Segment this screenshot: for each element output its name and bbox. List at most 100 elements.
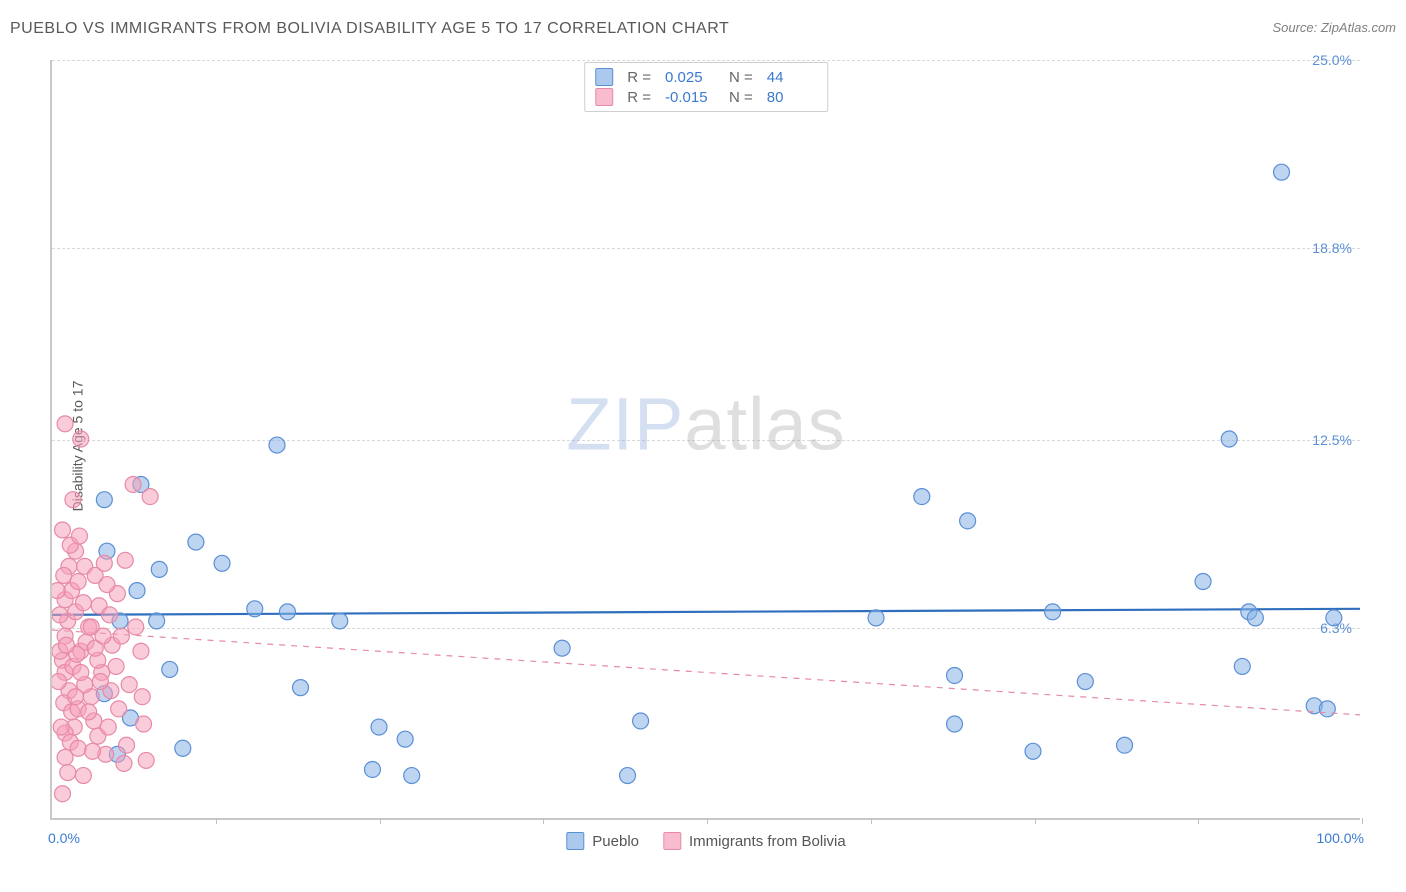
x-tick <box>216 818 217 824</box>
data-point <box>113 628 129 644</box>
data-point <box>129 583 145 599</box>
data-point <box>960 513 976 529</box>
legend-swatch <box>663 832 681 850</box>
data-point <box>70 574 86 590</box>
scatter-svg <box>52 60 1360 818</box>
data-point <box>1274 164 1290 180</box>
data-point <box>58 637 74 653</box>
data-point <box>162 661 178 677</box>
data-point <box>121 677 137 693</box>
n-value: 44 <box>767 69 817 86</box>
source-credit: Source: ZipAtlas.com <box>1272 20 1396 35</box>
data-point <box>332 613 348 629</box>
data-point <box>119 737 135 753</box>
data-point <box>633 713 649 729</box>
x-axis-max-label: 100.0% <box>1317 830 1364 846</box>
data-point <box>136 716 152 732</box>
x-tick <box>543 818 544 824</box>
data-point <box>96 492 112 508</box>
x-axis-min-label: 0.0% <box>48 830 80 846</box>
data-point <box>151 561 167 577</box>
legend-label: Pueblo <box>592 833 639 850</box>
data-point <box>1319 701 1335 717</box>
data-point <box>1234 658 1250 674</box>
data-point <box>279 604 295 620</box>
legend-swatch <box>595 68 613 86</box>
data-point <box>57 749 73 765</box>
data-point <box>1326 610 1342 626</box>
legend-row: R = 0.025 N = 44 <box>595 67 817 87</box>
data-point <box>175 740 191 756</box>
data-point <box>554 640 570 656</box>
data-point <box>269 437 285 453</box>
data-point <box>71 528 87 544</box>
data-point <box>73 664 89 680</box>
data-point <box>52 607 68 623</box>
legend-swatch <box>595 88 613 106</box>
correlation-legend: R = 0.025 N = 44 R = -0.015 N = 80 <box>584 62 828 112</box>
data-point <box>54 786 70 802</box>
data-point <box>947 668 963 684</box>
chart-plot-area: ZIPatlas R = 0.025N =44R =-0.015N =80 Pu… <box>50 60 1360 820</box>
data-point <box>92 674 108 690</box>
data-point <box>54 522 70 538</box>
chart-header: PUEBLO VS IMMIGRANTS FROM BOLIVIA DISABI… <box>10 20 1396 38</box>
data-point <box>53 719 69 735</box>
data-point <box>364 762 380 778</box>
data-point <box>293 680 309 696</box>
data-point <box>102 607 118 623</box>
data-point <box>1077 674 1093 690</box>
r-label: R = <box>627 69 651 86</box>
data-point <box>371 719 387 735</box>
data-point <box>52 583 65 599</box>
data-point <box>133 643 149 659</box>
data-point <box>99 577 115 593</box>
data-point <box>134 689 150 705</box>
r-value: 0.025 <box>665 69 715 86</box>
r-value: -0.015 <box>665 89 715 106</box>
chart-title: PUEBLO VS IMMIGRANTS FROM BOLIVIA DISABI… <box>10 20 729 38</box>
data-point <box>117 552 133 568</box>
r-label: R = <box>627 89 651 106</box>
legend-row: R = -0.015 N = 80 <box>595 87 817 107</box>
data-point <box>116 755 132 771</box>
legend-swatch <box>566 832 584 850</box>
data-point <box>85 743 101 759</box>
data-point <box>1221 431 1237 447</box>
data-point <box>100 719 116 735</box>
data-point <box>73 431 89 447</box>
data-point <box>1247 610 1263 626</box>
data-point <box>75 595 91 611</box>
data-point <box>125 477 141 493</box>
x-tick <box>1362 818 1363 824</box>
x-tick <box>707 818 708 824</box>
data-point <box>1025 743 1041 759</box>
data-point <box>128 619 144 635</box>
data-point <box>620 768 636 784</box>
data-point <box>149 613 165 629</box>
series-legend: Pueblo Immigrants from Bolivia <box>566 832 845 850</box>
legend-item: Immigrants from Bolivia <box>663 832 846 850</box>
data-point <box>68 689 84 705</box>
data-point <box>138 752 154 768</box>
data-point <box>142 489 158 505</box>
x-tick <box>1198 818 1199 824</box>
data-point <box>397 731 413 747</box>
x-tick <box>871 818 872 824</box>
data-point <box>214 555 230 571</box>
data-point <box>95 628 111 644</box>
legend-item: Pueblo <box>566 832 639 850</box>
n-label: N = <box>729 69 753 86</box>
data-point <box>404 768 420 784</box>
data-point <box>1195 574 1211 590</box>
data-point <box>81 704 97 720</box>
n-value: 80 <box>767 89 817 106</box>
data-point <box>52 674 67 690</box>
x-tick <box>1035 818 1036 824</box>
trend-line <box>52 630 1360 715</box>
n-label: N = <box>729 89 753 106</box>
data-point <box>247 601 263 617</box>
data-point <box>1045 604 1061 620</box>
data-point <box>868 610 884 626</box>
data-point <box>947 716 963 732</box>
